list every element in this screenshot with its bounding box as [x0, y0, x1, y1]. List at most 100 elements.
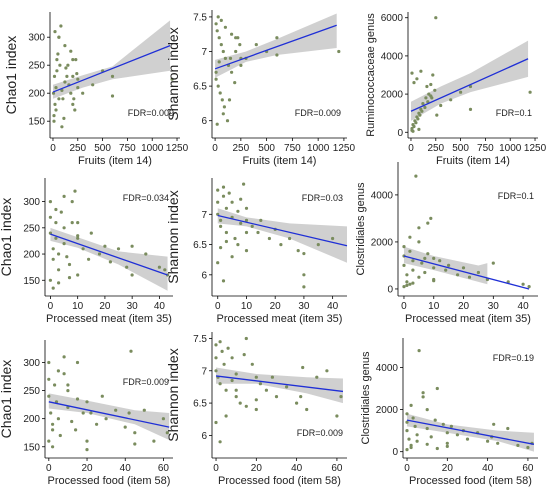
regression-line: [406, 419, 535, 445]
data-point: [104, 417, 108, 421]
x-tick-label: 30: [127, 301, 139, 312]
data-point: [410, 71, 414, 75]
y-tick-label: 7: [201, 47, 207, 58]
data-point: [54, 108, 58, 112]
y-tick-label: 200: [23, 414, 40, 425]
x-tick-label: 30: [488, 301, 500, 312]
data-point: [416, 117, 420, 121]
data-point: [221, 279, 226, 283]
data-point: [250, 362, 254, 366]
x-tick-label: 750: [119, 143, 136, 154]
data-point: [227, 191, 231, 195]
y-axis-label: Chao1 index: [0, 198, 14, 277]
data-point: [221, 49, 225, 54]
data-point: [239, 63, 243, 67]
y-tick-label: 6000: [381, 13, 404, 24]
data-point: [216, 188, 220, 192]
data-point: [219, 246, 223, 250]
data-point: [222, 362, 226, 366]
data-point: [432, 266, 436, 270]
data-point: [409, 445, 413, 450]
data-point: [449, 98, 453, 102]
data-point: [216, 84, 220, 88]
x-tick-label: 10: [428, 301, 440, 312]
data-point: [242, 353, 246, 357]
data-point: [74, 428, 78, 432]
data-point: [221, 185, 226, 189]
data-point: [48, 215, 53, 219]
x-axis-label: Processed meat (item 35): [217, 313, 343, 325]
data-point: [62, 116, 66, 120]
data-point: [57, 281, 61, 285]
data-point: [411, 281, 415, 285]
data-point: [71, 74, 75, 78]
data-point: [413, 424, 417, 428]
x-tick-label: 500: [452, 143, 469, 154]
data-point: [218, 440, 222, 444]
data-point: [425, 84, 429, 89]
regression-line: [48, 401, 170, 428]
data-point: [239, 197, 243, 201]
data-point: [51, 257, 55, 261]
data-point: [426, 100, 430, 104]
data-point: [100, 394, 104, 398]
data-point: [62, 372, 66, 376]
y-tick-label: 2000: [371, 237, 394, 248]
data-point: [218, 382, 222, 386]
y-tick-label: 7: [201, 210, 207, 221]
data-point: [236, 209, 240, 213]
data-point: [54, 86, 58, 90]
data-point: [127, 411, 131, 415]
data-point: [242, 182, 246, 186]
regression-line: [217, 214, 348, 247]
data-point: [220, 98, 224, 102]
y-tick-label: 300: [23, 358, 40, 369]
data-point: [258, 382, 262, 386]
data-point: [468, 107, 473, 111]
data-point: [230, 200, 234, 204]
data-point: [435, 446, 439, 451]
data-point: [57, 97, 61, 101]
data-point: [215, 122, 219, 126]
data-point: [233, 236, 237, 241]
data-point: [244, 218, 249, 222]
data-point: [236, 243, 240, 247]
data-point: [62, 242, 66, 246]
data-point: [67, 276, 72, 280]
data-point: [49, 411, 53, 415]
regression-line: [214, 24, 337, 70]
y-tick-label: 0: [387, 284, 393, 295]
data-point: [405, 420, 409, 424]
data-point: [116, 247, 121, 251]
data-point: [53, 383, 57, 387]
data-point: [423, 105, 427, 110]
x-tick-label: 40: [291, 463, 303, 474]
data-point: [254, 398, 258, 402]
data-point: [447, 263, 451, 267]
data-point: [85, 400, 89, 404]
y-tick-label: 4000: [381, 51, 404, 62]
data-point: [81, 411, 85, 415]
x-tick-label: 10: [72, 301, 84, 312]
fdr-annotation: FDR=0.19: [493, 353, 534, 363]
data-point: [433, 88, 437, 92]
y-tick-label: 0: [392, 447, 398, 458]
data-point: [415, 439, 419, 443]
x-tick-label: 20: [251, 463, 263, 474]
data-point: [53, 102, 57, 106]
data-point: [244, 230, 249, 235]
data-point: [239, 221, 243, 225]
data-point: [244, 206, 249, 210]
data-point: [223, 56, 227, 61]
x-tick-label: 10: [241, 301, 253, 312]
y-tick-label: 7.5: [193, 12, 207, 23]
regression-line: [215, 375, 344, 393]
data-point: [411, 268, 415, 272]
data-point: [408, 282, 412, 286]
data-point: [230, 378, 234, 383]
panel-7: 0 20 40 60 150 200 250 300 Processed food (item …: [0, 340, 173, 487]
data-point: [526, 445, 530, 450]
y-tick-label: 300: [28, 33, 45, 44]
data-point: [407, 437, 411, 441]
data-point: [54, 207, 58, 212]
